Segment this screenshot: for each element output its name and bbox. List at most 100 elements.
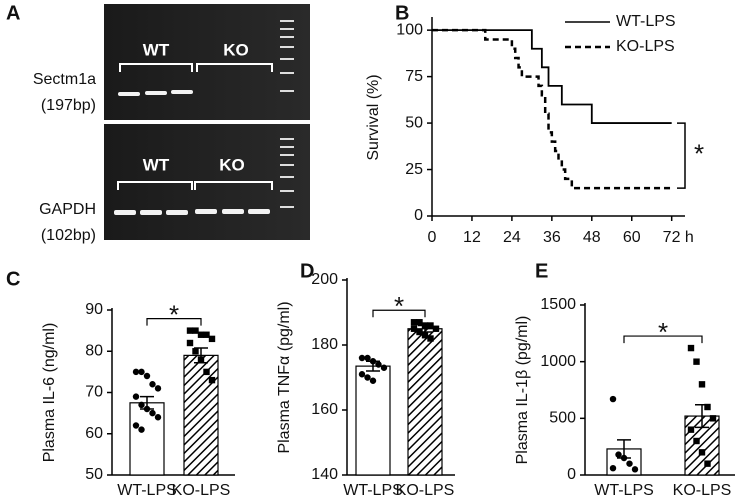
significance-marker: *	[169, 300, 179, 330]
x-tick-label: 12	[463, 229, 481, 246]
panel-label: D	[300, 260, 314, 282]
data-point	[138, 368, 145, 376]
y-tick-label: 75	[405, 68, 423, 85]
data-point	[138, 426, 145, 433]
y-tick-label: 1000	[540, 353, 576, 370]
significance-bracket	[372, 309, 426, 318]
panel-label: A	[6, 2, 20, 24]
data-point	[358, 371, 366, 378]
data-point	[432, 325, 440, 332]
data-point	[149, 409, 156, 417]
data-point	[375, 361, 382, 368]
x-tick-label: 36	[543, 229, 561, 246]
survival-curve	[432, 29, 672, 124]
data-point	[186, 327, 194, 334]
y-tick-label: 180	[311, 336, 338, 353]
data-point	[143, 405, 151, 413]
data-point	[138, 401, 145, 409]
data-point	[709, 415, 717, 422]
data-point	[364, 354, 371, 362]
x-tick-label: WT-LPS	[594, 482, 654, 499]
survival-curve	[432, 28, 672, 190]
bar	[407, 328, 443, 476]
data-point	[427, 335, 434, 342]
y-axis-title: Plasma IL-6 (ng/ml)	[41, 323, 58, 463]
data-point	[154, 414, 162, 421]
band-size: (102bp)	[41, 227, 96, 244]
data-point	[687, 344, 695, 352]
data-point	[693, 437, 700, 445]
x-tick-label: 60	[623, 229, 641, 246]
x-tick-label: WT-LPS	[343, 482, 403, 499]
x-tick-label: KO-LPS	[172, 482, 231, 499]
y-tick-label: 140	[311, 466, 338, 483]
data-point	[416, 319, 423, 326]
legend-label: KO-LPS	[616, 38, 675, 55]
y-tick-label: 80	[85, 342, 103, 359]
data-point	[704, 403, 711, 411]
gene-name: Sectm1a	[33, 71, 96, 88]
panel-label: E	[535, 260, 548, 282]
gel-panel: A WT KO WT KO Sectm1a (197bp) GAPDH (102…	[6, 2, 310, 244]
data-point	[620, 454, 628, 462]
significance-bracket	[146, 318, 202, 326]
data-point	[704, 460, 711, 467]
significance-marker: *	[394, 291, 404, 321]
data-point	[197, 356, 205, 363]
y-tick-label: 50	[405, 114, 423, 131]
data-point	[132, 393, 140, 400]
data-point	[380, 364, 388, 371]
data-point	[369, 377, 377, 384]
significance-marker: *	[658, 317, 668, 347]
data-point	[208, 335, 216, 343]
significance-bracket	[677, 122, 686, 189]
y-tick-label: 100	[396, 21, 423, 38]
data-point	[693, 358, 700, 365]
y-tick-label: 70	[85, 384, 103, 401]
bands	[114, 90, 270, 215]
group-label: KO	[219, 155, 245, 174]
data-point	[609, 395, 617, 403]
data-point	[143, 372, 151, 380]
group-label: KO	[223, 40, 249, 59]
data-point	[427, 322, 434, 329]
data-point	[154, 385, 162, 392]
data-point	[192, 327, 199, 334]
x-tick-label: 72 h	[663, 229, 694, 246]
data-point	[410, 319, 418, 326]
y-tick-label: 90	[85, 301, 103, 318]
legend-label: WT-LPS	[616, 13, 676, 30]
group-label: WT	[143, 40, 170, 59]
bar	[183, 354, 219, 476]
data-point	[186, 339, 194, 347]
y-tick-label: 25	[405, 161, 423, 178]
panel-label: B	[395, 2, 409, 24]
y-tick-label: 0	[567, 466, 576, 483]
x-tick-label: 24	[503, 229, 521, 246]
y-tick-label: 500	[549, 410, 576, 427]
group-brackets	[117, 63, 273, 190]
gel-image	[104, 4, 310, 120]
data-point	[615, 451, 622, 458]
x-tick-label: WT-LPS	[117, 482, 177, 499]
data-point	[192, 348, 199, 355]
band-size: (197bp)	[41, 97, 96, 114]
ladder	[280, 20, 294, 208]
data-point	[132, 368, 140, 376]
bar	[355, 365, 391, 476]
y-tick-label: 60	[85, 425, 103, 442]
data-point	[698, 381, 706, 388]
y-tick-label: 160	[311, 401, 338, 418]
data-point	[358, 354, 366, 362]
y-axis-title: Plasma IL-1β (pg/ml)	[514, 316, 531, 465]
data-point	[631, 466, 639, 473]
significance-marker: *	[694, 138, 704, 168]
gene-name: GAPDH	[39, 201, 96, 218]
data-point	[416, 328, 423, 336]
data-point	[687, 426, 695, 433]
data-point	[421, 332, 429, 339]
data-point	[132, 422, 140, 429]
y-tick-label: 0	[414, 207, 423, 224]
